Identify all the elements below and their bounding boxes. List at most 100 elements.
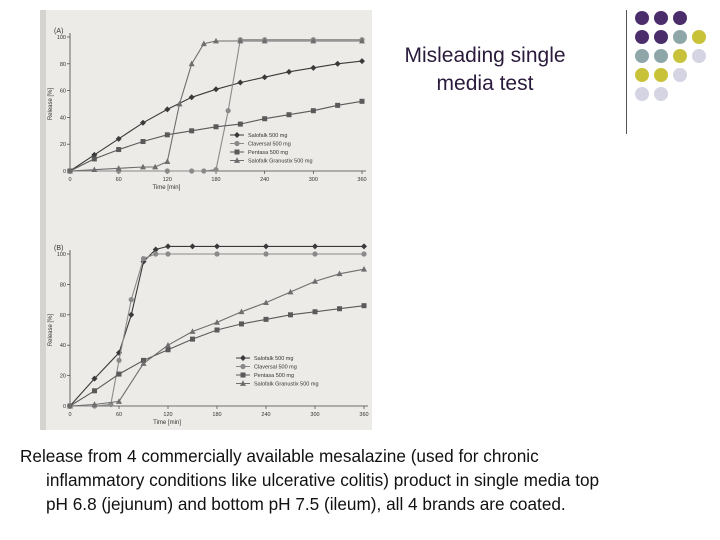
- panel-a-series-3-point: [188, 60, 195, 67]
- panel-a-series-3-point: [115, 165, 122, 171]
- panel-a-series-2-point: [91, 156, 97, 162]
- panel-a-legend-marker-0: [234, 132, 240, 138]
- panel-b-series-1-point: [214, 251, 220, 257]
- slide-title: Misleading single media test: [370, 42, 600, 98]
- panel-a-series-3-point: [140, 163, 146, 170]
- panel-b-y-tick-label: 100: [57, 252, 66, 258]
- decorative-dot: [692, 30, 706, 44]
- panel-a-series-0-point: [286, 68, 292, 75]
- panel-b-legend-marker-3: [240, 380, 246, 386]
- chart-panel-a: (A) 0 20 40 60 80 100 0 60 120 180 240 300 360 Time [m…: [48, 28, 367, 191]
- panel-b-series-2-point: [190, 336, 195, 342]
- panel-a-series-3-point: [237, 37, 244, 44]
- panel-b-series-3-point: [238, 308, 245, 315]
- panel-b-series-3-point: [336, 270, 343, 277]
- panel-b-series-1-point: [361, 251, 367, 257]
- panel-b-series-1-line: [70, 253, 364, 407]
- panel-b-y-tick-label: 40: [60, 343, 66, 349]
- panel-a-series-2-point: [140, 139, 146, 145]
- panel-a-y-tick-label: 20: [60, 142, 66, 148]
- panel-b-series-3-point: [312, 278, 318, 284]
- panel-a-legend-label-1: Claversal 500 mg: [248, 142, 291, 148]
- panel-b-series-1-point: [140, 255, 147, 262]
- panel-b-series-3-point: [361, 266, 367, 272]
- panel-a-series-1-point: [189, 168, 195, 174]
- panel-a-series-2-point: [310, 108, 316, 114]
- decorative-dot: [635, 30, 649, 44]
- panel-b-series-2-point: [312, 309, 318, 315]
- panel-a-series-2-point: [335, 102, 341, 108]
- panel-b-x-tick-label: 0: [68, 412, 71, 418]
- panel-a-series-2-point: [286, 112, 292, 118]
- decorative-dot: [692, 49, 706, 63]
- panel-a-series-1-point: [225, 108, 231, 114]
- panel-a-legend-label-0: Salofalk 500 mg: [248, 133, 287, 139]
- panel-a-x-tick-label: 180: [211, 177, 220, 183]
- panel-a-x-axis-label: Time [min]: [152, 185, 180, 191]
- panel-b-x-tick-label: 300: [310, 412, 319, 418]
- panel-b-series-2-point: [116, 371, 122, 377]
- panel-a-legend-marker-2: [234, 149, 240, 155]
- caption-line-1: Release from 4 commercially available me…: [20, 446, 539, 466]
- panel-a-series-0-point: [237, 79, 244, 86]
- panel-b-x-tick-label: 120: [163, 412, 172, 418]
- panel-b-series-3-point: [140, 360, 147, 366]
- panel-a-series-0-point: [310, 64, 317, 71]
- panel-a-series-3-point: [152, 163, 159, 170]
- panel-b-series-3-point: [165, 342, 171, 348]
- panel-b-x-tick-label: 240: [261, 412, 270, 418]
- panel-a-legend-label-3: Salofalk Granustix 500 mg: [248, 159, 313, 165]
- panel-b-panel-label: (B): [54, 245, 63, 252]
- panel-a-y-tick-label: 40: [60, 115, 66, 121]
- panel-b-series-3-point: [67, 402, 73, 409]
- panel-b-series-0-point: [361, 243, 367, 250]
- panel-a-series-3-point: [91, 166, 98, 173]
- panel-a-series-2-point: [237, 121, 243, 127]
- panel-a-legend-marker-1: [234, 140, 240, 147]
- panel-b-legend-label-1: Claversal 500 mg: [254, 365, 297, 371]
- panel-b-series-2-point: [214, 327, 220, 333]
- panel-a-x-tick-label: 0: [68, 177, 71, 183]
- panel-b-y-axis-label: Release [%]: [48, 313, 54, 346]
- panel-b-x-axis-label: Time [min]: [153, 420, 181, 426]
- panel-b-x-tick-label: 360: [359, 412, 368, 418]
- panel-b-legend-label-3: Salofalk Granustix 500 mg: [254, 382, 319, 388]
- panel-b-series-2-point: [361, 303, 367, 309]
- panel-b-legend-marker-1: [240, 363, 246, 370]
- panel-a-x-tick-label: 120: [163, 177, 172, 183]
- panel-a-series-3-point: [67, 167, 73, 174]
- panel-a-y-tick-label: 60: [60, 89, 66, 95]
- panel-b-series-3-point: [189, 328, 196, 334]
- panel-b-series-1-point: [153, 251, 159, 257]
- decorative-dot: [635, 87, 649, 101]
- panel-b-series-0-point: [214, 243, 220, 250]
- decorative-dot: [635, 49, 649, 63]
- panel-a-y-tick-label: 0: [63, 169, 66, 175]
- panel-b-series-0-point: [189, 243, 196, 250]
- panel-b-series-2-point: [288, 312, 293, 318]
- panel-a-series-3-point: [200, 40, 207, 47]
- panel-a-series-0-point: [188, 94, 195, 101]
- decorative-dot-grid: [630, 10, 720, 130]
- panel-b-series-0-line: [69, 245, 364, 407]
- panel-a-series-2-point: [116, 147, 122, 153]
- panel-b-series-0-point: [128, 311, 135, 318]
- panel-a-series-3-point: [359, 37, 365, 44]
- panel-a-series-2-point: [189, 128, 195, 134]
- panel-b-y-tick-label: 80: [60, 282, 66, 288]
- panel-b-series-3-point: [287, 288, 294, 295]
- panel-a-series-1-point: [164, 168, 170, 174]
- panel-a-series-2-point: [164, 132, 170, 138]
- panel-b-y-tick-label: 20: [60, 374, 66, 380]
- slide-caption: Release from 4 commercially available me…: [20, 444, 710, 516]
- chart-panel-b: (B) 0 20 40 60 80 100 0 60 120 180 240 300 360 Time [m…: [48, 243, 369, 426]
- panel-a-series-0-point: [91, 151, 98, 158]
- decorative-dot: [673, 11, 687, 25]
- panel-a-series-0-point: [261, 74, 268, 81]
- decorative-dot: [654, 30, 668, 44]
- panel-b-series-0-point: [91, 375, 98, 382]
- panel-a-series-1-point: [201, 168, 207, 174]
- scan-edge: [40, 10, 46, 430]
- panel-a-series-0-point: [359, 58, 365, 65]
- panel-b-legend-label-2: Pentasa 500 mg: [254, 373, 294, 379]
